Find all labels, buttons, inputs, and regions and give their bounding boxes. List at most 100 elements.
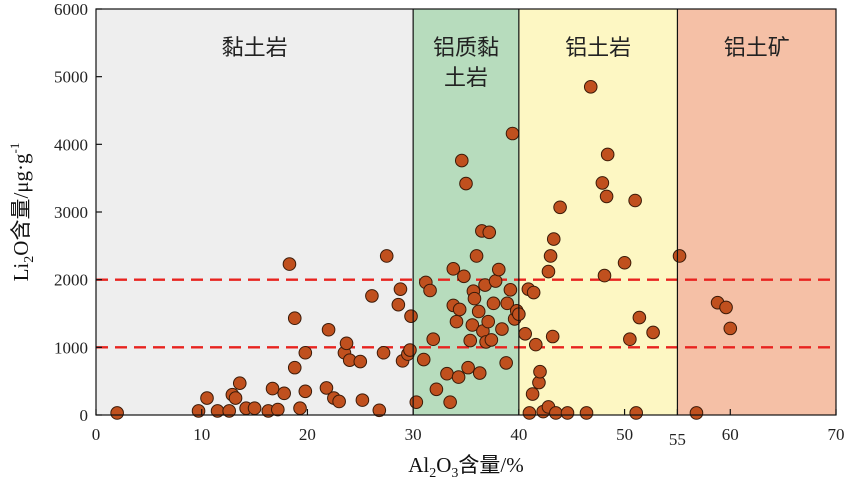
data-point	[429, 382, 444, 397]
x-axis-label: Al2O3含量/%	[408, 453, 524, 481]
data-point	[365, 289, 379, 303]
data-point	[579, 406, 594, 420]
data-point	[549, 406, 563, 420]
y-tick-label-5000: 5000	[54, 68, 88, 87]
data-point	[719, 300, 733, 315]
x-axis-label-mid: O	[436, 453, 451, 477]
data-point	[689, 406, 704, 420]
data-point	[463, 333, 478, 348]
data-point	[723, 321, 738, 336]
y-tick-label-0: 0	[80, 406, 89, 425]
data-point	[457, 269, 471, 284]
x-axis-label-sub1: 2	[429, 466, 436, 481]
data-point	[488, 274, 503, 288]
data-point	[465, 318, 480, 332]
data-point	[446, 262, 461, 276]
data-point	[232, 376, 247, 390]
y-axis: 0 1000 2000 3000 4000 5000 6000	[54, 0, 102, 425]
data-point	[282, 257, 297, 271]
x-tick-label-20: 20	[299, 425, 316, 444]
y-tick-label-4000: 4000	[54, 135, 88, 154]
y-tick-label-6000: 6000	[54, 0, 88, 19]
zone-4	[677, 9, 836, 415]
data-point	[298, 384, 313, 399]
data-point	[459, 176, 473, 191]
zone-borders	[412, 9, 679, 415]
x-tick-label-10: 10	[193, 425, 210, 444]
data-point	[472, 366, 487, 380]
zone-label-4-line-1: 铝土矿	[724, 36, 790, 61]
data-point	[471, 304, 486, 319]
data-point	[505, 126, 520, 141]
y-axis-label-main: Li	[9, 263, 33, 282]
data-point	[583, 80, 598, 94]
x-tick-label-60: 60	[722, 425, 739, 444]
y-axis-label-sub: 2	[22, 256, 37, 263]
data-point	[522, 406, 537, 420]
x-tick-label-55: 55	[669, 430, 686, 449]
data-point	[553, 200, 567, 215]
data-point	[287, 311, 302, 326]
data-point	[672, 249, 687, 263]
zone-label-2-line-2: 土岩	[444, 66, 488, 91]
data-point	[526, 285, 541, 300]
data-point	[600, 147, 615, 162]
data-point	[200, 391, 214, 405]
data-point	[319, 381, 334, 395]
data-point	[426, 332, 441, 347]
data-point	[423, 283, 437, 298]
data-point	[629, 406, 644, 420]
x-tick-label-50: 50	[616, 425, 633, 444]
data-point	[332, 394, 346, 409]
data-point	[391, 297, 406, 312]
y-axis-label: Li2O含量/μg·g-1	[7, 143, 37, 282]
data-point	[499, 356, 513, 370]
zone-3	[518, 9, 678, 415]
data-point	[271, 402, 285, 417]
data-point	[293, 401, 307, 416]
data-point	[409, 395, 424, 409]
x-tick-label-30: 30	[405, 425, 422, 444]
x-tick-label-70: 70	[828, 425, 845, 444]
data-point	[372, 403, 387, 418]
y-tick-label-1000: 1000	[54, 338, 88, 357]
data-point	[247, 401, 262, 416]
data-point	[632, 310, 647, 325]
data-point	[541, 264, 556, 279]
data-point	[525, 387, 540, 401]
data-point	[560, 406, 575, 420]
data-point	[482, 225, 497, 240]
y-axis-label-sup: -1	[7, 143, 22, 154]
data-point	[416, 352, 431, 367]
data-point	[503, 283, 518, 297]
data-point	[491, 262, 506, 277]
data-point	[355, 393, 370, 407]
data-point	[546, 232, 561, 246]
data-point	[403, 343, 417, 357]
y-tick-label-3000: 3000	[54, 203, 88, 222]
data-point	[287, 360, 302, 375]
zone-1	[96, 9, 414, 415]
x-tick-label-40: 40	[510, 425, 527, 444]
data-point	[393, 282, 408, 296]
y-axis-label-mid: O含量/μg·g	[9, 153, 33, 256]
data-point	[265, 381, 280, 396]
data-point	[379, 249, 394, 263]
data-point	[452, 302, 467, 317]
data-point	[404, 309, 418, 324]
zone-backgrounds	[96, 9, 836, 415]
data-point	[454, 153, 469, 168]
data-point	[543, 249, 558, 263]
data-point	[443, 395, 457, 409]
data-point	[484, 333, 499, 347]
data-point	[222, 404, 236, 418]
data-point	[339, 336, 354, 351]
data-point	[353, 354, 368, 369]
x-tick-label-0: 0	[92, 425, 101, 444]
x-axis-label-rest: 含量/%	[458, 453, 523, 477]
data-point	[545, 329, 560, 344]
data-point	[461, 360, 475, 375]
data-point	[646, 325, 660, 340]
data-point	[623, 332, 637, 347]
